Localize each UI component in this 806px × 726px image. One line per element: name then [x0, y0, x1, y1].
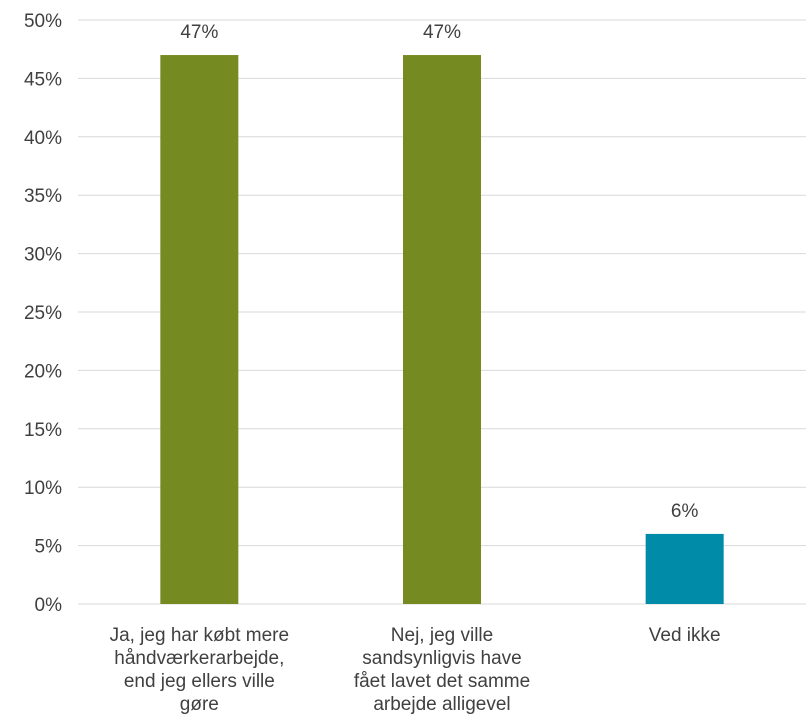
category-label: Ja, jeg har købt mere håndværkerarbejde, e…: [110, 625, 290, 715]
y-tick-label: 25%: [24, 303, 62, 324]
data-label: 6%: [671, 501, 699, 522]
category-label-line: end jeg ellers ville: [124, 671, 275, 692]
y-tick-label: 35%: [24, 186, 62, 207]
category-label: Nej, jeg ville sandsynligvis have fået lav…: [354, 625, 530, 715]
bar: [160, 55, 239, 605]
category-label-line: arbejde alligevel: [373, 694, 510, 715]
category-label-line: sandsynligvis have: [362, 648, 521, 669]
category-label-line: Ved ikke: [649, 625, 721, 646]
y-tick-label: 15%: [24, 420, 62, 441]
category-label-line: gøre: [180, 694, 219, 715]
data-labels: 47% 47% 6%: [180, 22, 698, 522]
category-label-line: Ja, jeg har købt mere: [110, 625, 290, 646]
y-tick-label: 0%: [35, 595, 63, 616]
y-tick-label: 45%: [24, 69, 62, 90]
bar: [403, 55, 481, 605]
data-label: 47%: [423, 22, 461, 43]
y-axis-tick-labels: 0% 5% 10% 15% 20% 25% 30% 35% 40% 45% 50%: [24, 11, 62, 616]
y-tick-label: 50%: [24, 11, 62, 32]
category-label-line: fået lavet det samme: [354, 671, 530, 692]
y-tick-label: 30%: [24, 245, 62, 266]
category-labels: Ja, jeg har købt mere håndværkerarbejde, e…: [110, 625, 721, 715]
y-tick-label: 40%: [24, 128, 62, 149]
y-tick-label: 5%: [35, 537, 63, 558]
category-label: Ved ikke: [649, 625, 721, 646]
category-label-line: Nej, jeg ville: [391, 625, 493, 646]
bar: [645, 533, 724, 604]
y-tick-label: 10%: [24, 478, 62, 499]
y-tick-label: 20%: [24, 361, 62, 382]
category-label-line: håndværkerarbejde,: [114, 648, 284, 669]
data-label: 47%: [180, 22, 218, 43]
bars: [160, 55, 724, 605]
